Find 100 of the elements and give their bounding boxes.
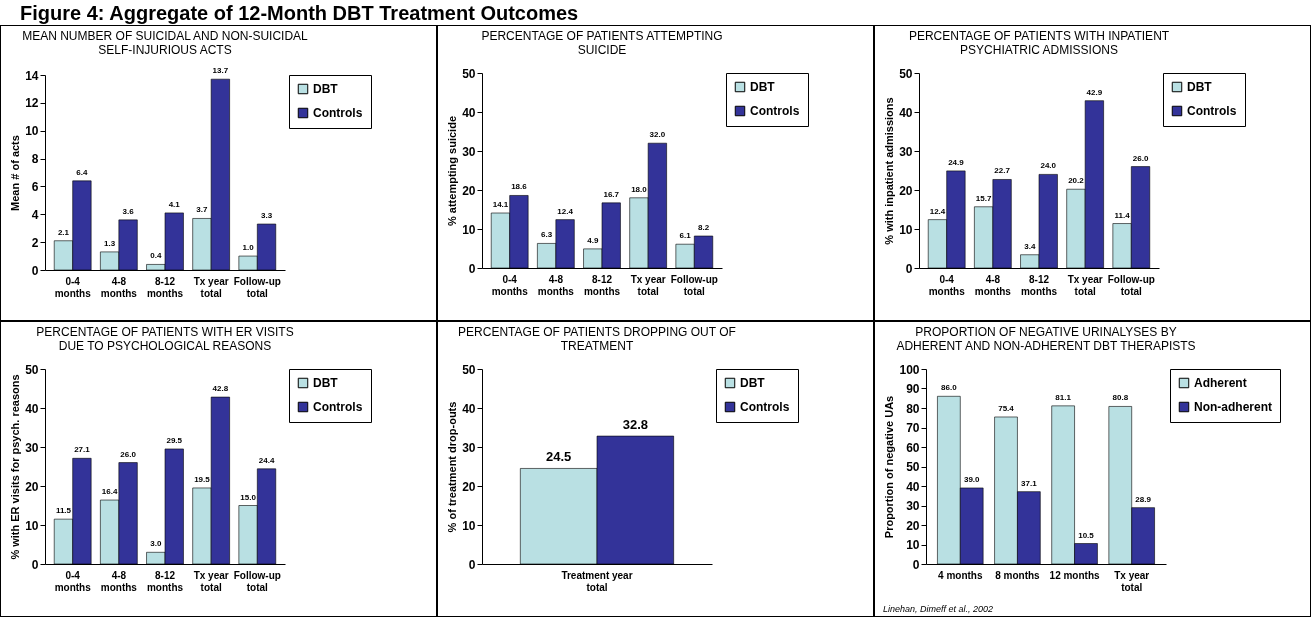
y-axis-title: Proportion of negative UAs bbox=[883, 395, 896, 539]
x-tick-label: 0-4 months bbox=[491, 273, 529, 297]
data-label: 4.9 bbox=[587, 235, 599, 245]
data-label: 75.4 bbox=[998, 403, 1015, 413]
x-tick-label: Tx year total bbox=[630, 273, 666, 297]
y-axis-title: % attempting suicide bbox=[446, 115, 459, 227]
data-label: 3.6 bbox=[122, 206, 135, 216]
x-tick-label: Tx year total bbox=[193, 275, 229, 299]
x-tick-label: 0-4 months bbox=[928, 273, 966, 297]
data-label: 1.3 bbox=[104, 238, 116, 248]
y-tick-label: 40 bbox=[462, 105, 476, 120]
data-label: 3.3 bbox=[260, 211, 273, 221]
data-label: 42.9 bbox=[1086, 87, 1103, 97]
y-tick-label: 10 bbox=[25, 124, 39, 139]
y-axis-title: % with inpatient admissions bbox=[883, 97, 896, 245]
data-label: 3.7 bbox=[196, 205, 209, 215]
x-tick-label: 12 months bbox=[1049, 569, 1101, 581]
y-tick-label: 0 bbox=[905, 261, 913, 276]
legend-label: Controls bbox=[313, 106, 363, 120]
x-tick-label: Tx year total bbox=[1067, 273, 1103, 297]
x-tick-label: Follow-up total bbox=[1107, 273, 1155, 297]
y-tick-label: 30 bbox=[906, 499, 920, 513]
y-tick-label: 30 bbox=[462, 144, 476, 159]
x-tick-label: 0-4 months bbox=[54, 569, 92, 593]
caption: Figure 4: Aggregate of 12-Month DBT Treatment Outcomes bbox=[19, 1, 580, 25]
y-tick-label: 20 bbox=[899, 183, 913, 198]
data-label: 6.4 bbox=[76, 167, 89, 177]
y-tick-label: 10 bbox=[906, 538, 920, 552]
data-label: 42.8 bbox=[212, 384, 229, 394]
data-label: 24.5 bbox=[546, 449, 572, 465]
data-label: 19.5 bbox=[194, 474, 211, 484]
x-tick-label: Follow-up total bbox=[233, 275, 281, 299]
y-tick-label: 40 bbox=[462, 401, 476, 416]
y-tick-label: 0 bbox=[31, 557, 39, 572]
x-tick-label: 8-12 months bbox=[1020, 273, 1058, 297]
y-tick-label: 40 bbox=[25, 401, 39, 416]
data-label: 28.9 bbox=[1135, 494, 1152, 504]
y-tick-label: 30 bbox=[899, 144, 913, 159]
data-label: 2.1 bbox=[57, 227, 70, 237]
x-tick-label: Follow-up total bbox=[670, 273, 718, 297]
y-tick-label: 8 bbox=[31, 152, 39, 167]
legend-label: DBT bbox=[313, 376, 339, 390]
legend-label: Controls bbox=[740, 400, 790, 414]
y-tick-label: 90 bbox=[906, 382, 920, 396]
x-tick-label: Tx year total bbox=[193, 569, 229, 593]
data-label: 1.0 bbox=[242, 243, 255, 253]
y-tick-label: 60 bbox=[906, 440, 920, 455]
legend-label: Non-adherent bbox=[1194, 400, 1272, 414]
data-label: 4.1 bbox=[168, 199, 181, 209]
data-label: 8.2 bbox=[697, 223, 710, 233]
y-tick-label: 10 bbox=[25, 518, 39, 533]
x-tick-label: 4-8 months bbox=[537, 273, 575, 297]
data-label: 6.3 bbox=[541, 230, 553, 240]
y-tick-label: 0 bbox=[912, 557, 920, 572]
data-label: 16.4 bbox=[101, 487, 118, 497]
chart-title: PROPORTION OF NEGATIVE URINALYSES BY ADHERENT AND NON-ADHERENT DBT THERAPISTS bbox=[896, 325, 1196, 353]
data-label: 16.7 bbox=[603, 189, 620, 199]
legend-label: DBT bbox=[1187, 80, 1213, 94]
chart-title: PERCENTAGE OF PATIENTS DROPPING OUT OF TREATMENT bbox=[458, 325, 736, 353]
y-tick-label: 20 bbox=[25, 479, 39, 494]
y-tick-label: 100 bbox=[899, 362, 920, 377]
text: Linehan, Dimeff et al., 2002 bbox=[883, 604, 994, 614]
y-tick-label: 40 bbox=[906, 479, 920, 494]
data-label: 11.4 bbox=[1114, 210, 1131, 220]
x-tick-label: Follow-up total bbox=[233, 569, 281, 593]
x-tick-label: 4 months bbox=[938, 569, 983, 581]
y-tick-label: 4 bbox=[31, 207, 39, 222]
chart-title: MEAN NUMBER OF SUICIDAL AND NON-SUICIDAL SELF-INJURIOUS ACTS bbox=[22, 29, 309, 58]
data-label: 3.4 bbox=[1024, 241, 1036, 251]
legend-label: Controls bbox=[750, 104, 800, 118]
legend-label: Controls bbox=[1187, 104, 1237, 118]
x-tick-label: 4-8 months bbox=[100, 569, 138, 593]
data-label: 22.7 bbox=[994, 166, 1011, 176]
data-label: 29.5 bbox=[166, 435, 183, 445]
data-label: 10.5 bbox=[1078, 530, 1095, 540]
data-label: 37.1 bbox=[1021, 478, 1038, 488]
data-label: 24.4 bbox=[258, 455, 275, 465]
x-tick-label: Treatment year total bbox=[561, 569, 633, 593]
y-tick-label: 10 bbox=[899, 222, 913, 237]
y-tick-label: 70 bbox=[906, 421, 920, 435]
x-tick-label: 4-8 months bbox=[974, 273, 1012, 297]
y-tick-label: 2 bbox=[31, 235, 39, 250]
y-tick-label: 50 bbox=[462, 66, 476, 81]
data-label: 13.7 bbox=[212, 66, 229, 76]
data-label: 24.0 bbox=[1040, 161, 1057, 171]
y-tick-label: 50 bbox=[25, 362, 39, 377]
data-label: 39.0 bbox=[963, 474, 981, 484]
x-tick-label: 8 months bbox=[995, 569, 1041, 581]
data-label: 0.4 bbox=[150, 251, 162, 261]
y-tick-label: 10 bbox=[462, 518, 476, 533]
y-tick-label: 0 bbox=[31, 263, 39, 278]
y-tick-label: 30 bbox=[25, 440, 39, 455]
data-label: 80.8 bbox=[1112, 393, 1129, 403]
y-tick-label: 0 bbox=[468, 557, 476, 572]
y-tick-label: 30 bbox=[462, 440, 476, 455]
x-tick-label: 8-12 months bbox=[146, 275, 184, 299]
chart-title: PERCENTAGE OF PATIENTS ATTEMPTING SUICIDE bbox=[481, 29, 723, 57]
data-label: 3.0 bbox=[150, 539, 162, 549]
y-tick-label: 50 bbox=[462, 362, 476, 377]
data-label: 26.0 bbox=[120, 449, 137, 459]
